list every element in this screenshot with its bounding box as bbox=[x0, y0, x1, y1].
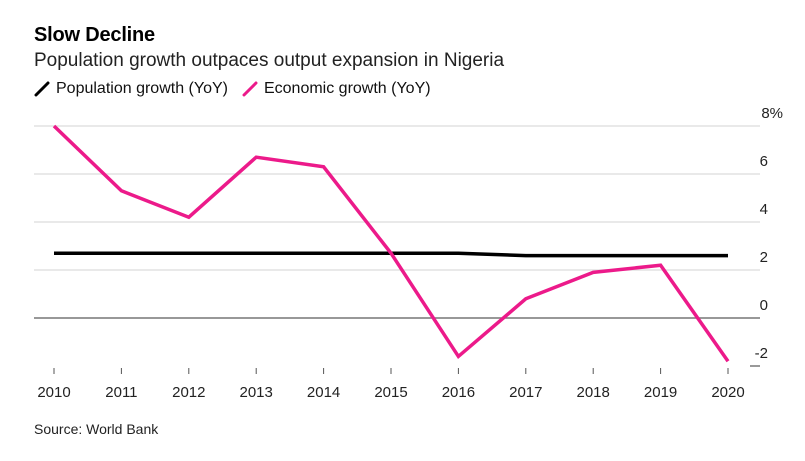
y-axis: 8% 6 4 2 0 -2 bbox=[755, 105, 783, 362]
x-axis: 2010 2011 2012 2013 2014 2015 2016 2017 2018 2019… bbox=[37, 368, 745, 401]
chart-title: Slow Decline bbox=[34, 24, 155, 46]
x-tick-label: 2016 bbox=[442, 384, 475, 401]
x-tick-label: 2011 bbox=[105, 384, 137, 401]
source-note: Source: World Bank bbox=[34, 421, 159, 437]
legend: Population growth (YoY) Economic growth … bbox=[34, 80, 445, 98]
x-tick-label: 2018 bbox=[577, 384, 610, 401]
y-tick-label: 4 bbox=[760, 201, 768, 218]
x-tick-label: 2015 bbox=[374, 384, 407, 401]
y-tick-label: 0 bbox=[760, 297, 768, 314]
x-tick-label: 2014 bbox=[307, 384, 340, 401]
y-tick-label: 2 bbox=[760, 249, 768, 266]
series-line-economic-growth bbox=[52, 124, 730, 363]
x-tick-label: 2019 bbox=[644, 384, 677, 401]
x-tick-label: 2012 bbox=[172, 384, 205, 401]
chart-subtitle: Population growth outpaces output expans… bbox=[34, 50, 505, 71]
legend-label-economic: Economic growth (YoY) bbox=[263, 80, 431, 97]
y-tick-label: -2 bbox=[755, 345, 768, 362]
y-tick-label: 8% bbox=[761, 105, 783, 122]
legend-swatch-economic bbox=[242, 81, 258, 97]
x-tick-label: 2010 bbox=[37, 384, 70, 401]
x-tick-label: 2020 bbox=[711, 384, 744, 401]
series-lines bbox=[52, 124, 730, 363]
y-tick-label: 6 bbox=[760, 153, 768, 170]
legend-label-population: Population growth (YoY) bbox=[56, 80, 228, 97]
legend-item-economic: Economic growth (YoY) bbox=[242, 80, 431, 98]
gridlines bbox=[34, 125, 760, 367]
legend-swatch-population bbox=[34, 81, 50, 97]
legend-item-population: Population growth (YoY) bbox=[34, 80, 228, 98]
x-tick-label: 2017 bbox=[509, 384, 542, 401]
x-tick-label: 2013 bbox=[240, 384, 273, 401]
